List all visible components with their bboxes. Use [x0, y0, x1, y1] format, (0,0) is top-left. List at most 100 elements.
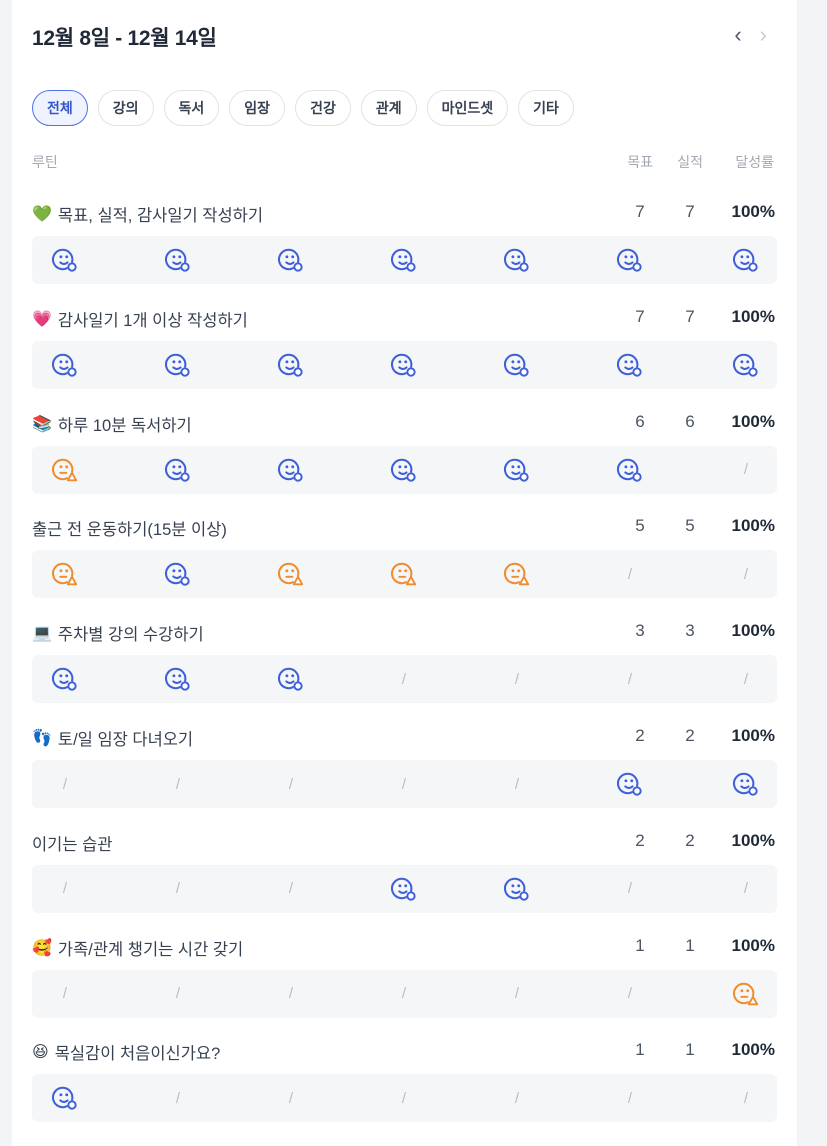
routine-row[interactable]: 💻 주차별 강의 수강하기 3 3 100% / / / / — [32, 619, 777, 711]
smile-face-done-icon[interactable] — [276, 655, 306, 703]
routine-name-label: 목표, 실적, 감사일기 작성하기 — [57, 207, 264, 225]
tab-5[interactable]: 관계 — [360, 90, 417, 126]
smile-face-done-icon[interactable] — [502, 865, 532, 913]
day-empty-slash-icon[interactable]: / — [401, 985, 407, 1003]
routine-header: 💚 목표, 실적, 감사일기 작성하기 7 7 100% — [32, 200, 777, 226]
day-empty-slash-icon[interactable]: / — [288, 880, 294, 898]
smile-face-done-icon[interactable] — [50, 655, 80, 703]
tab-7[interactable]: 기타 — [518, 90, 574, 126]
day-empty-slash-icon[interactable]: / — [175, 1089, 181, 1107]
smile-face-done-icon[interactable] — [615, 236, 645, 284]
smile-face-done-icon[interactable] — [615, 341, 645, 389]
day-empty-slash-icon[interactable]: / — [62, 775, 68, 793]
smile-face-done-icon[interactable] — [163, 236, 193, 284]
day-empty-slash-icon[interactable]: / — [175, 985, 181, 1003]
routine-row[interactable]: 👣 토/일 임장 다녀오기 2 2 100% / / / / / — [32, 724, 777, 816]
tab-6[interactable]: 마인드셋 — [426, 90, 509, 126]
day-empty-slash-icon[interactable]: / — [743, 880, 749, 898]
smile-face-done-icon[interactable] — [615, 760, 645, 808]
smile-face-done-icon[interactable] — [389, 865, 419, 913]
day-empty-slash-icon[interactable]: / — [514, 775, 520, 793]
routine-rate: 100% — [731, 830, 775, 850]
routine-row[interactable]: 💚 목표, 실적, 감사일기 작성하기 7 7 100% — [32, 200, 777, 292]
smile-face-done-icon[interactable] — [163, 655, 193, 703]
smile-face-done-icon[interactable] — [163, 341, 193, 389]
day-empty-slash-icon[interactable]: / — [627, 1089, 633, 1107]
routine-row[interactable]: 출근 전 운동하기(15분 이상) 5 5 100% / / — [32, 514, 777, 606]
smile-face-done-icon[interactable] — [389, 341, 419, 389]
routine-goal: 1 — [635, 935, 645, 955]
tab-2[interactable]: 독서 — [163, 90, 220, 126]
day-empty-slash-icon[interactable]: / — [175, 775, 181, 793]
day-empty-slash-icon[interactable]: / — [627, 880, 633, 898]
day-empty-slash-icon[interactable]: / — [401, 775, 407, 793]
smile-face-done-icon[interactable] — [50, 1074, 80, 1122]
day-empty-slash-icon[interactable]: / — [514, 1089, 520, 1107]
day-empty-slash-icon[interactable]: / — [175, 880, 181, 898]
routine-name: 😆 목실감이 처음이신가요? — [32, 1040, 220, 1064]
routine-actual: 3 — [685, 621, 695, 641]
day-empty-slash-icon[interactable]: / — [514, 985, 520, 1003]
day-empty-slash-icon[interactable]: / — [288, 775, 294, 793]
day-empty-slash-icon[interactable]: / — [62, 985, 68, 1003]
routine-name: 🥰 가족/관계 챙기는 시간 갖기 — [32, 936, 243, 960]
routine-header: 💻 주차별 강의 수강하기 3 3 100% — [32, 619, 777, 645]
routine-name-label: 가족/관계 챙기는 시간 갖기 — [57, 940, 244, 959]
day-empty-slash-icon[interactable]: / — [62, 880, 68, 898]
day-empty-slash-icon[interactable]: / — [401, 1089, 407, 1107]
routine-goal: 5 — [635, 516, 645, 536]
neutral-face-partial-icon[interactable] — [50, 550, 80, 598]
tab-3[interactable]: 임장 — [229, 90, 286, 126]
smile-face-done-icon[interactable] — [276, 236, 306, 284]
smile-face-done-icon[interactable] — [50, 236, 80, 284]
neutral-face-partial-icon[interactable] — [276, 550, 306, 598]
day-empty-slash-icon[interactable]: / — [401, 670, 407, 688]
routine-actual: 7 — [685, 306, 695, 326]
day-track — [32, 236, 777, 284]
routine-row[interactable]: 🥰 가족/관계 챙기는 시간 갖기 1 1 100% / / / / / / — [32, 934, 777, 1026]
routine-row[interactable]: 📚 하루 10분 독서하기 6 6 100% / — [32, 410, 777, 502]
smile-face-done-icon[interactable] — [502, 446, 532, 494]
day-empty-slash-icon[interactable]: / — [627, 985, 633, 1003]
day-empty-slash-icon[interactable]: / — [288, 1089, 294, 1107]
neutral-face-partial-icon[interactable] — [50, 446, 80, 494]
smile-face-done-icon[interactable] — [389, 446, 419, 494]
smile-face-done-icon[interactable] — [389, 236, 419, 284]
smile-face-done-icon[interactable] — [731, 341, 761, 389]
smile-face-done-icon[interactable] — [163, 446, 193, 494]
day-empty-slash-icon[interactable]: / — [743, 670, 749, 688]
smile-face-done-icon[interactable] — [276, 446, 306, 494]
smile-face-done-icon[interactable] — [502, 236, 532, 284]
day-track: / / — [32, 550, 777, 599]
day-empty-slash-icon[interactable]: / — [514, 670, 520, 688]
routine-row[interactable]: 이기는 습관 2 2 100% / / / / / — [32, 829, 777, 921]
neutral-face-partial-icon[interactable] — [502, 550, 532, 598]
routine-row[interactable]: 💗 감사일기 1개 이상 작성하기 7 7 100% — [32, 305, 777, 397]
day-empty-slash-icon[interactable]: / — [288, 985, 294, 1003]
smile-face-done-icon[interactable] — [731, 760, 761, 808]
day-empty-slash-icon[interactable]: / — [743, 565, 749, 583]
smile-face-done-icon[interactable] — [163, 550, 193, 598]
next-week-chevron-icon[interactable]: › — [759, 22, 767, 47]
day-empty-slash-icon[interactable]: / — [743, 1089, 749, 1107]
neutral-face-partial-icon[interactable] — [389, 550, 419, 598]
smile-face-done-icon[interactable] — [502, 341, 532, 389]
routine-row[interactable]: 😆 목실감이 처음이신가요? 1 1 100% / / / / / / — [32, 1038, 777, 1130]
day-track: / / / / / / — [32, 1074, 777, 1123]
routine-actual: 6 — [685, 411, 695, 431]
routine-rate: 100% — [731, 411, 775, 431]
day-empty-slash-icon[interactable]: / — [743, 461, 749, 479]
routine-rate: 100% — [731, 621, 775, 641]
neutral-face-partial-icon[interactable] — [731, 970, 761, 1018]
tab-1[interactable]: 강의 — [97, 90, 154, 126]
smile-face-done-icon[interactable] — [276, 341, 306, 389]
tab-0[interactable]: 전체 — [32, 90, 88, 126]
smile-face-done-icon[interactable] — [50, 341, 80, 389]
day-empty-slash-icon[interactable]: / — [627, 565, 633, 583]
day-empty-slash-icon[interactable]: / — [627, 670, 633, 688]
smile-face-done-icon[interactable] — [731, 236, 761, 284]
routine-name-label: 목실감이 처음이신가요? — [54, 1045, 221, 1064]
tab-4[interactable]: 건강 — [295, 90, 351, 126]
prev-week-chevron-icon[interactable]: ‹ — [734, 22, 742, 47]
smile-face-done-icon[interactable] — [615, 446, 645, 494]
